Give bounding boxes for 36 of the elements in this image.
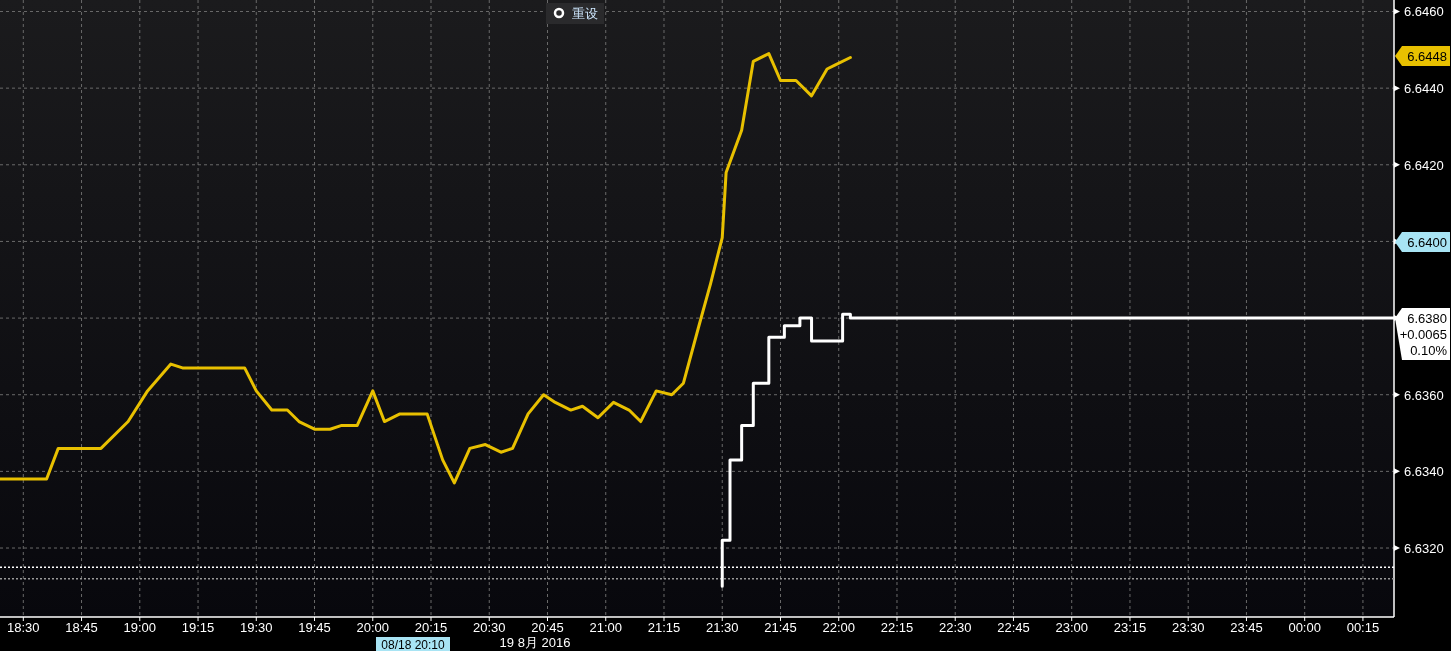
x-tick-label: 19:45	[298, 620, 331, 635]
x-tick-label: 00:00	[1288, 620, 1321, 635]
y-tick-label: 6.6340	[1404, 464, 1444, 480]
x-tick-label: 20:00	[356, 620, 390, 635]
x-tick-label: 00:15	[1346, 620, 1380, 635]
x-tick-label: 22:45	[997, 620, 1030, 635]
y-tick-label: 6.6360	[1404, 387, 1444, 403]
x-tick-label: 23:30	[1171, 620, 1205, 635]
x-tick-label: 22:00	[822, 620, 855, 635]
y-tick-label: 6.6420	[1404, 157, 1444, 173]
y-tick-label: 6.6460	[1404, 4, 1444, 20]
annotation: 重设	[572, 6, 598, 21]
x-tick-label: 21:00	[589, 620, 623, 635]
x-tick-label: 19:00	[123, 620, 157, 635]
text: 08/18 20:10	[381, 638, 446, 651]
x-tick-label: 23:15	[1113, 620, 1147, 635]
text: 6.6380 +0.0065 0.10%	[1399, 311, 1448, 358]
text: 6.6448	[1407, 49, 1447, 64]
text: 6.6400	[1407, 235, 1447, 250]
x-tick-label: 20:45	[531, 620, 564, 635]
x-tick-label: 23:00	[1055, 620, 1088, 635]
y-tick-label: 6.6320	[1404, 541, 1444, 557]
x-tick-label: 22:15	[880, 620, 914, 635]
x-tick-label: 22:30	[938, 620, 972, 635]
x-tick-label: 21:15	[647, 620, 681, 635]
x-tick-label: 21:30	[705, 620, 739, 635]
text: 19 8月 2016	[499, 635, 571, 650]
x-tick-label: 18:30	[7, 620, 40, 635]
y-tick-label: 6.6440	[1404, 81, 1444, 97]
x-tick-label: 20:15	[414, 620, 448, 635]
x-tick-label: 18:45	[65, 620, 98, 635]
x-tick-label: 23:45	[1230, 620, 1263, 635]
x-tick-label: 20:30	[472, 620, 506, 635]
x-tick-label: 19:15	[181, 620, 215, 635]
x-tick-label: 21:45	[764, 620, 797, 635]
x-tick-label: 19:30	[240, 620, 273, 635]
